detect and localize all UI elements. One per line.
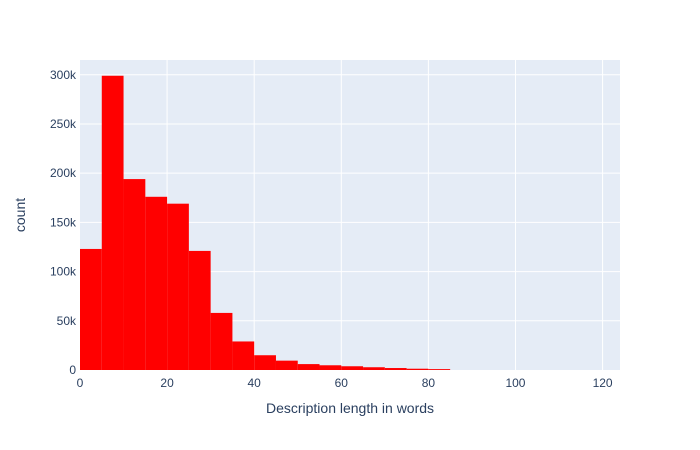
- histogram-bar: [167, 203, 189, 370]
- x-tick-label: 100: [505, 376, 525, 390]
- histogram-bar: [297, 364, 320, 370]
- x-tick-label: 0: [77, 376, 84, 390]
- x-tick-label: 120: [593, 376, 613, 390]
- x-tick-label: 80: [422, 376, 436, 390]
- histogram-bar: [145, 196, 168, 370]
- y-axis-title: count: [12, 198, 28, 232]
- y-tick-label: 50k: [57, 314, 77, 328]
- histogram-bar: [428, 369, 451, 370]
- x-tick-label: 20: [160, 376, 174, 390]
- histogram-bar: [188, 250, 211, 370]
- histogram-bar: [406, 368, 429, 370]
- histogram-bar: [363, 367, 385, 370]
- y-tick-label: 200k: [50, 166, 77, 180]
- y-axis-ticks: 0 50k 100k 150k 200k 250k 300k: [50, 68, 77, 377]
- histogram-bar: [384, 368, 407, 370]
- y-tick-label: 250k: [50, 117, 77, 131]
- y-tick-label: 300k: [50, 68, 77, 82]
- histogram-bar: [232, 341, 255, 370]
- x-axis-title: Description length in words: [266, 400, 434, 416]
- x-tick-label: 60: [335, 376, 349, 390]
- histogram-bar: [254, 355, 276, 370]
- histogram-bar: [123, 179, 146, 370]
- histogram-bar: [210, 312, 233, 370]
- histogram-bar: [341, 366, 364, 370]
- histogram-bar: [275, 360, 298, 370]
- histogram-bar: [319, 365, 342, 370]
- histogram-bar: [101, 75, 124, 370]
- x-tick-label: 40: [248, 376, 262, 390]
- x-axis-ticks: 0 20 40 60 80 100 120: [77, 376, 613, 390]
- histogram-bar: [80, 248, 102, 370]
- y-tick-label: 100k: [50, 265, 77, 279]
- bars: [80, 75, 451, 370]
- y-tick-label: 0: [69, 363, 76, 377]
- y-tick-label: 150k: [50, 215, 77, 229]
